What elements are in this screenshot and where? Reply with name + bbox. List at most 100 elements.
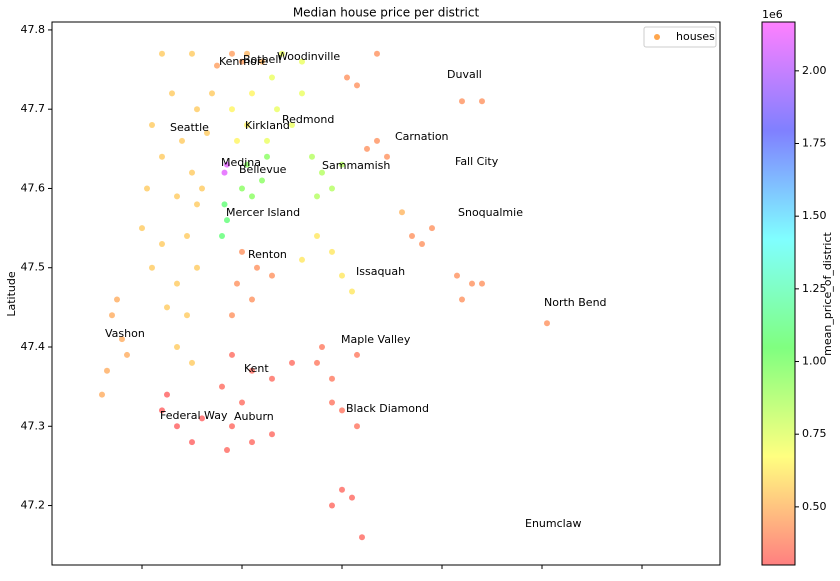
point [299, 58, 305, 65]
colorbar-offset: 1e6 [762, 8, 783, 21]
district-label: Mercer Island [226, 206, 300, 219]
point [109, 312, 115, 319]
point [314, 193, 320, 200]
legend-box [643, 26, 717, 48]
point [479, 280, 485, 287]
point [124, 351, 130, 358]
district-label: Maple Valley [341, 333, 411, 346]
point [199, 415, 205, 422]
district-label: Kirkland [245, 119, 290, 132]
point [544, 320, 550, 327]
point [479, 98, 485, 105]
point [174, 193, 180, 200]
point [329, 399, 335, 406]
point [224, 217, 230, 224]
point [164, 304, 170, 311]
district-label: Black Diamond [346, 402, 429, 415]
point [114, 296, 120, 303]
point [159, 50, 165, 57]
y-tick-label: 47.7 [21, 102, 46, 115]
point [349, 494, 355, 501]
district-label: Kenmore [219, 55, 268, 68]
point [319, 169, 325, 176]
point [99, 391, 105, 398]
point [174, 280, 180, 287]
colorbar-label: mean_price_of_district [821, 231, 834, 355]
point [274, 106, 280, 113]
point [164, 391, 170, 398]
point [239, 399, 245, 406]
point [399, 209, 405, 216]
point [214, 62, 220, 69]
district-label: Renton [248, 248, 287, 261]
point [259, 177, 265, 184]
point [209, 90, 215, 97]
district-label: Redmond [282, 113, 334, 126]
point [374, 50, 380, 57]
point [229, 351, 235, 358]
point [179, 137, 185, 144]
point [239, 185, 245, 192]
chart-title: Median house price per district [293, 6, 480, 20]
point [229, 423, 235, 430]
district-label: Snoqualmie [458, 206, 523, 219]
district-label: Bothell [243, 53, 281, 66]
point [144, 185, 150, 192]
point [234, 280, 240, 287]
point [174, 423, 180, 430]
point [149, 122, 155, 129]
y-tick-label: 47.6 [21, 181, 46, 194]
colorbar-tick-label: 1.00 [802, 355, 827, 368]
point [419, 240, 425, 247]
point [149, 264, 155, 271]
district-label: Enumclaw [525, 517, 581, 530]
point [269, 431, 275, 438]
point [249, 193, 255, 200]
point [269, 375, 275, 382]
point [354, 423, 360, 430]
point [224, 447, 230, 454]
district-label: Carnation [395, 130, 449, 143]
point [204, 129, 210, 136]
point [269, 74, 275, 81]
point [244, 122, 250, 129]
colorbar-tick-label: 0.75 [802, 427, 827, 440]
point [339, 407, 345, 414]
point [229, 50, 235, 57]
point [174, 344, 180, 351]
point [289, 122, 295, 129]
point [384, 153, 390, 160]
point [224, 161, 230, 168]
legend-label: houses [676, 30, 715, 43]
district-label: Issaquah [356, 265, 405, 278]
point [194, 264, 200, 271]
point [314, 233, 320, 240]
point [364, 145, 370, 152]
axes-frame [51, 21, 721, 566]
point [249, 439, 255, 446]
point [354, 82, 360, 89]
point [309, 153, 315, 160]
point [264, 153, 270, 160]
colorbar-tick-label: 2.00 [802, 64, 827, 77]
point [359, 534, 365, 541]
district-label: Federal Way [160, 409, 228, 422]
point [254, 264, 260, 271]
district-label: Fall City [455, 155, 499, 168]
point [189, 439, 195, 446]
colorbar-tick-label: 1.25 [802, 282, 827, 295]
point [429, 225, 435, 232]
y-tick-label: 47.5 [21, 261, 46, 274]
point [339, 272, 345, 279]
point [219, 233, 225, 240]
point [459, 98, 465, 105]
point [194, 106, 200, 113]
point [194, 201, 200, 208]
point [229, 106, 235, 113]
point [329, 502, 335, 509]
point [269, 272, 275, 279]
point [354, 351, 360, 358]
point [339, 161, 345, 168]
y-tick-label: 47.4 [21, 340, 46, 353]
